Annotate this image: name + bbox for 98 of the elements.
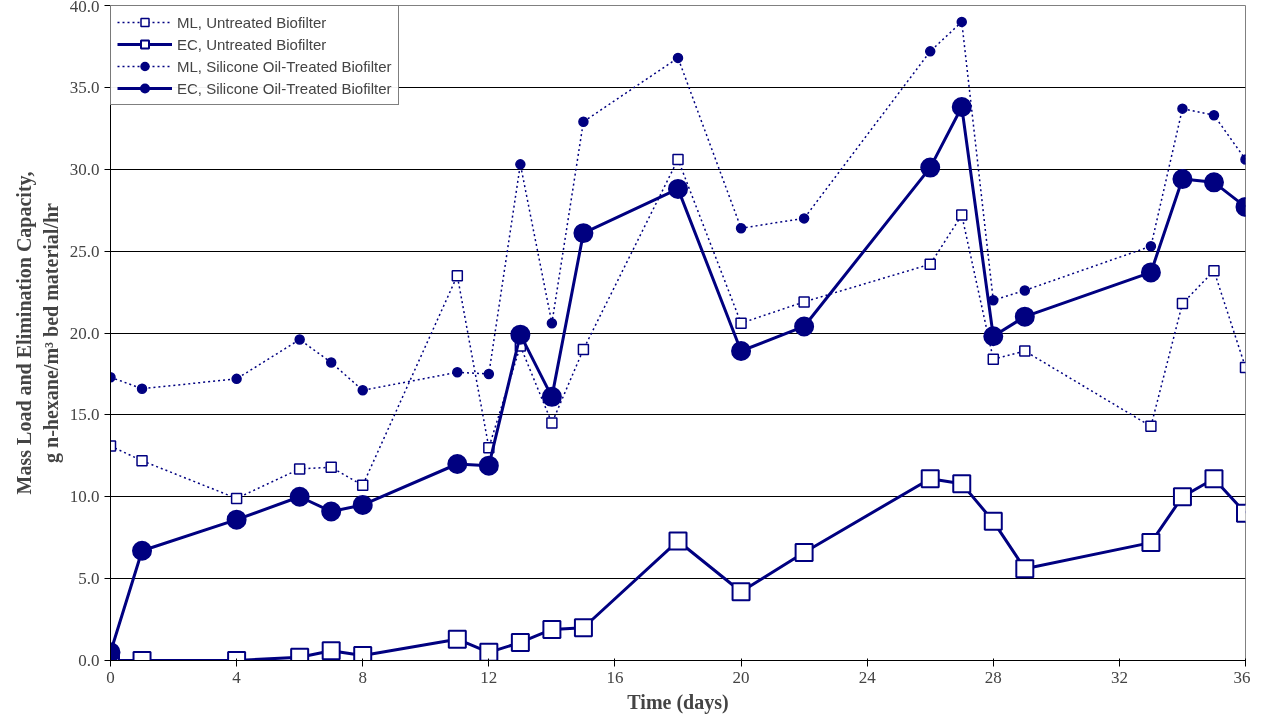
point xyxy=(231,373,242,385)
point xyxy=(321,501,342,522)
point xyxy=(230,492,243,505)
point xyxy=(798,213,810,224)
legend-label: ML, Untreated Biofilter xyxy=(177,12,327,32)
point xyxy=(479,642,499,661)
point xyxy=(541,386,562,407)
y-tick-label: 5.0 xyxy=(78,569,100,589)
y-tick-label: 10.0 xyxy=(69,487,100,507)
point xyxy=(1019,345,1031,357)
point xyxy=(577,343,590,356)
point xyxy=(1172,169,1193,190)
point xyxy=(987,353,1000,365)
point xyxy=(952,474,972,494)
x-tick-label: 16 xyxy=(606,667,624,687)
point xyxy=(731,582,751,602)
point xyxy=(1177,103,1188,114)
point xyxy=(132,540,153,561)
point xyxy=(1019,285,1031,296)
x-tick-label: 8 xyxy=(358,667,367,687)
legend-label: EC, Untreated Biofilter xyxy=(177,34,327,54)
point xyxy=(794,316,815,337)
point xyxy=(573,223,594,244)
point xyxy=(447,454,468,474)
y-tick-label: 0.0 xyxy=(78,651,100,670)
point xyxy=(483,368,495,380)
x-tick-label: 4 xyxy=(232,667,242,687)
point xyxy=(672,153,684,166)
point xyxy=(136,383,148,394)
point xyxy=(452,367,463,378)
point xyxy=(325,357,337,368)
point xyxy=(226,509,247,530)
point xyxy=(1208,265,1220,277)
point xyxy=(794,542,814,562)
point xyxy=(546,417,558,429)
y-tick-label: 25.0 xyxy=(69,241,100,261)
point xyxy=(983,326,1004,347)
x-tick-label: 20 xyxy=(732,667,750,687)
point xyxy=(1204,469,1224,489)
x-axis-title: Time (days) xyxy=(627,690,729,714)
x-tick-label: 0 xyxy=(106,667,115,687)
point xyxy=(578,116,589,127)
y-axis-title: Mass Load and Elimination Capacity, g n-hexane/m³ bed material/hr xyxy=(13,171,63,495)
point xyxy=(1014,306,1035,327)
point xyxy=(1203,172,1224,193)
x-tick-label: 12 xyxy=(480,667,498,687)
legend-label: ML, Silicone Oil-Treated Biofilter xyxy=(177,56,392,76)
point xyxy=(951,97,972,118)
point xyxy=(798,296,810,308)
point xyxy=(356,479,369,492)
point xyxy=(924,46,936,57)
point xyxy=(668,178,688,199)
point xyxy=(1140,262,1161,283)
point xyxy=(515,159,526,170)
point xyxy=(1145,420,1157,433)
y-tick-label: 35.0 xyxy=(69,77,100,97)
point xyxy=(735,317,747,329)
y-tick-label: 20.0 xyxy=(69,323,100,343)
point xyxy=(672,52,684,64)
point xyxy=(447,629,467,649)
point xyxy=(293,463,306,475)
point xyxy=(924,258,936,270)
point xyxy=(920,157,941,178)
point xyxy=(731,341,752,361)
point xyxy=(956,209,968,221)
y-tick-label: 30.0 xyxy=(69,159,100,179)
point xyxy=(510,632,530,652)
point xyxy=(1145,240,1157,252)
point xyxy=(1208,109,1220,121)
legend-label: EC, Silicone Oil-Treated Biofilter xyxy=(177,78,392,98)
point xyxy=(289,486,310,507)
point xyxy=(546,317,558,329)
point xyxy=(735,222,747,234)
point xyxy=(136,454,148,467)
point xyxy=(478,455,499,476)
point xyxy=(352,494,373,515)
point xyxy=(325,461,337,474)
point xyxy=(573,618,593,638)
x-tick-label: 32 xyxy=(1110,667,1128,687)
point xyxy=(510,324,531,345)
y-tick-label: 40.0 xyxy=(69,0,100,16)
point xyxy=(357,385,368,396)
point xyxy=(920,469,940,489)
point xyxy=(451,269,464,282)
point xyxy=(1141,533,1161,553)
point xyxy=(321,641,341,661)
point xyxy=(1172,487,1192,507)
x-tick-label: 28 xyxy=(984,667,1002,687)
point xyxy=(542,619,562,639)
point xyxy=(668,531,688,551)
x-tick-label: 36 xyxy=(1233,667,1251,687)
point xyxy=(1176,297,1189,310)
point xyxy=(1015,559,1035,579)
point xyxy=(983,511,1003,531)
y-tick-label: 15.0 xyxy=(69,405,100,425)
point xyxy=(956,16,967,28)
point xyxy=(294,334,305,345)
x-tick-label: 24 xyxy=(858,667,877,687)
